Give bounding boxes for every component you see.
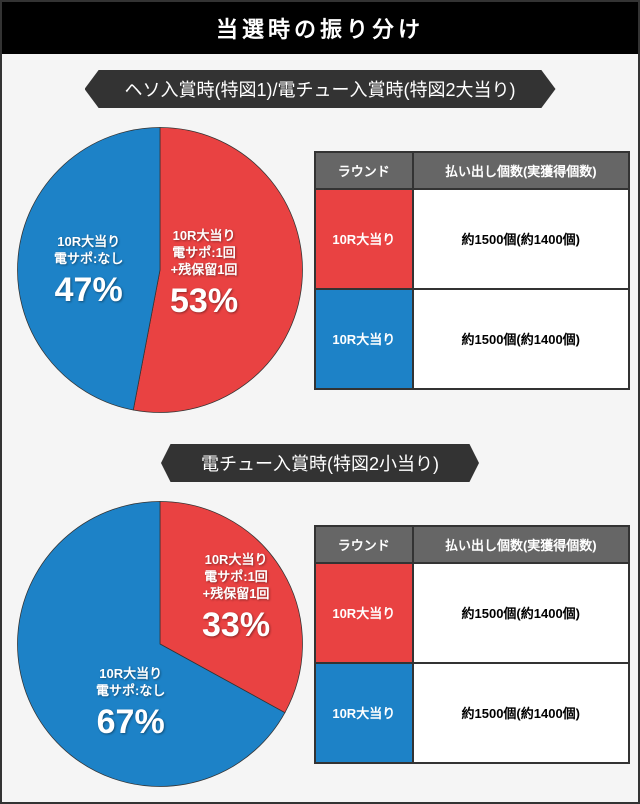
main-container: 当選時の振り分け ヘソ入賞時(特図1)/電チュー入賞時(特図2大当り) 10R大… <box>0 0 640 804</box>
subtitle-wrap-1: ヘソ入賞時(特図1)/電チュー入賞時(特図2大当り) <box>10 70 630 108</box>
main-title: 当選時の振り分け <box>2 2 638 54</box>
section-2: 電チュー入賞時(特図2小当り) 10R大当り電サポ:1回+残保留1回33%10R… <box>2 428 638 802</box>
subtitle-2: 電チュー入賞時(特図2小当り) <box>161 444 479 482</box>
subtitle-wrap-2: 電チュー入賞時(特図2小当り) <box>10 444 630 482</box>
table-1: ラウンド 払い出し個数(実獲得個数) 10R大当り 約1500個(約1400個)… <box>314 151 630 390</box>
pie-chart-1: 10R大当り電サポ:1回+残保留1回53% 10R大当り電サポ:なし47% <box>10 120 310 420</box>
cell-round: 10R大当り <box>315 189 413 289</box>
cell-round: 10R大当り <box>315 663 413 763</box>
content-row-1: 10R大当り電サポ:1回+残保留1回53% 10R大当り電サポ:なし47% ラウン… <box>10 120 630 420</box>
table-row: 10R大当り 約1500個(約1400個) <box>315 189 629 289</box>
table-row: 10R大当り 約1500個(約1400個) <box>315 563 629 663</box>
cell-round: 10R大当り <box>315 563 413 663</box>
pie-slice-label: 10R大当り電サポ:なし47% <box>54 234 123 312</box>
table-2: ラウンド 払い出し個数(実獲得個数) 10R大当り 約1500個(約1400個)… <box>314 525 630 764</box>
pie-chart-2: 10R大当り電サポ:1回+残保留1回33% 10R大当り電サポ:なし67% <box>10 494 310 794</box>
section-1: ヘソ入賞時(特図1)/電チュー入賞時(特図2大当り) 10R大当り電サポ:1回+… <box>2 54 638 428</box>
col-round: ラウンド <box>315 152 413 189</box>
col-payout: 払い出し個数(実獲得個数) <box>413 152 629 189</box>
table-header-row: ラウンド 払い出し個数(実獲得個数) <box>315 526 629 563</box>
subtitle-1: ヘソ入賞時(特図1)/電チュー入賞時(特図2大当り) <box>85 70 556 108</box>
content-row-2: 10R大当り電サポ:1回+残保留1回33% 10R大当り電サポ:なし67% ラウン… <box>10 494 630 794</box>
cell-round: 10R大当り <box>315 289 413 389</box>
cell-payout: 約1500個(約1400個) <box>413 563 629 663</box>
cell-payout: 約1500個(約1400個) <box>413 663 629 763</box>
table-header-row: ラウンド 払い出し個数(実獲得個数) <box>315 152 629 189</box>
pie-slice-label: 10R大当り電サポ:1回+残保留1回33% <box>202 552 270 647</box>
pie-slice-label: 10R大当り電サポ:1回+残保留1回53% <box>170 228 238 323</box>
pie-slice-label: 10R大当り電サポ:なし67% <box>96 666 165 744</box>
cell-payout: 約1500個(約1400個) <box>413 189 629 289</box>
cell-payout: 約1500個(約1400個) <box>413 289 629 389</box>
table-row: 10R大当り 約1500個(約1400個) <box>315 663 629 763</box>
col-round: ラウンド <box>315 526 413 563</box>
table-row: 10R大当り 約1500個(約1400個) <box>315 289 629 389</box>
col-payout: 払い出し個数(実獲得個数) <box>413 526 629 563</box>
